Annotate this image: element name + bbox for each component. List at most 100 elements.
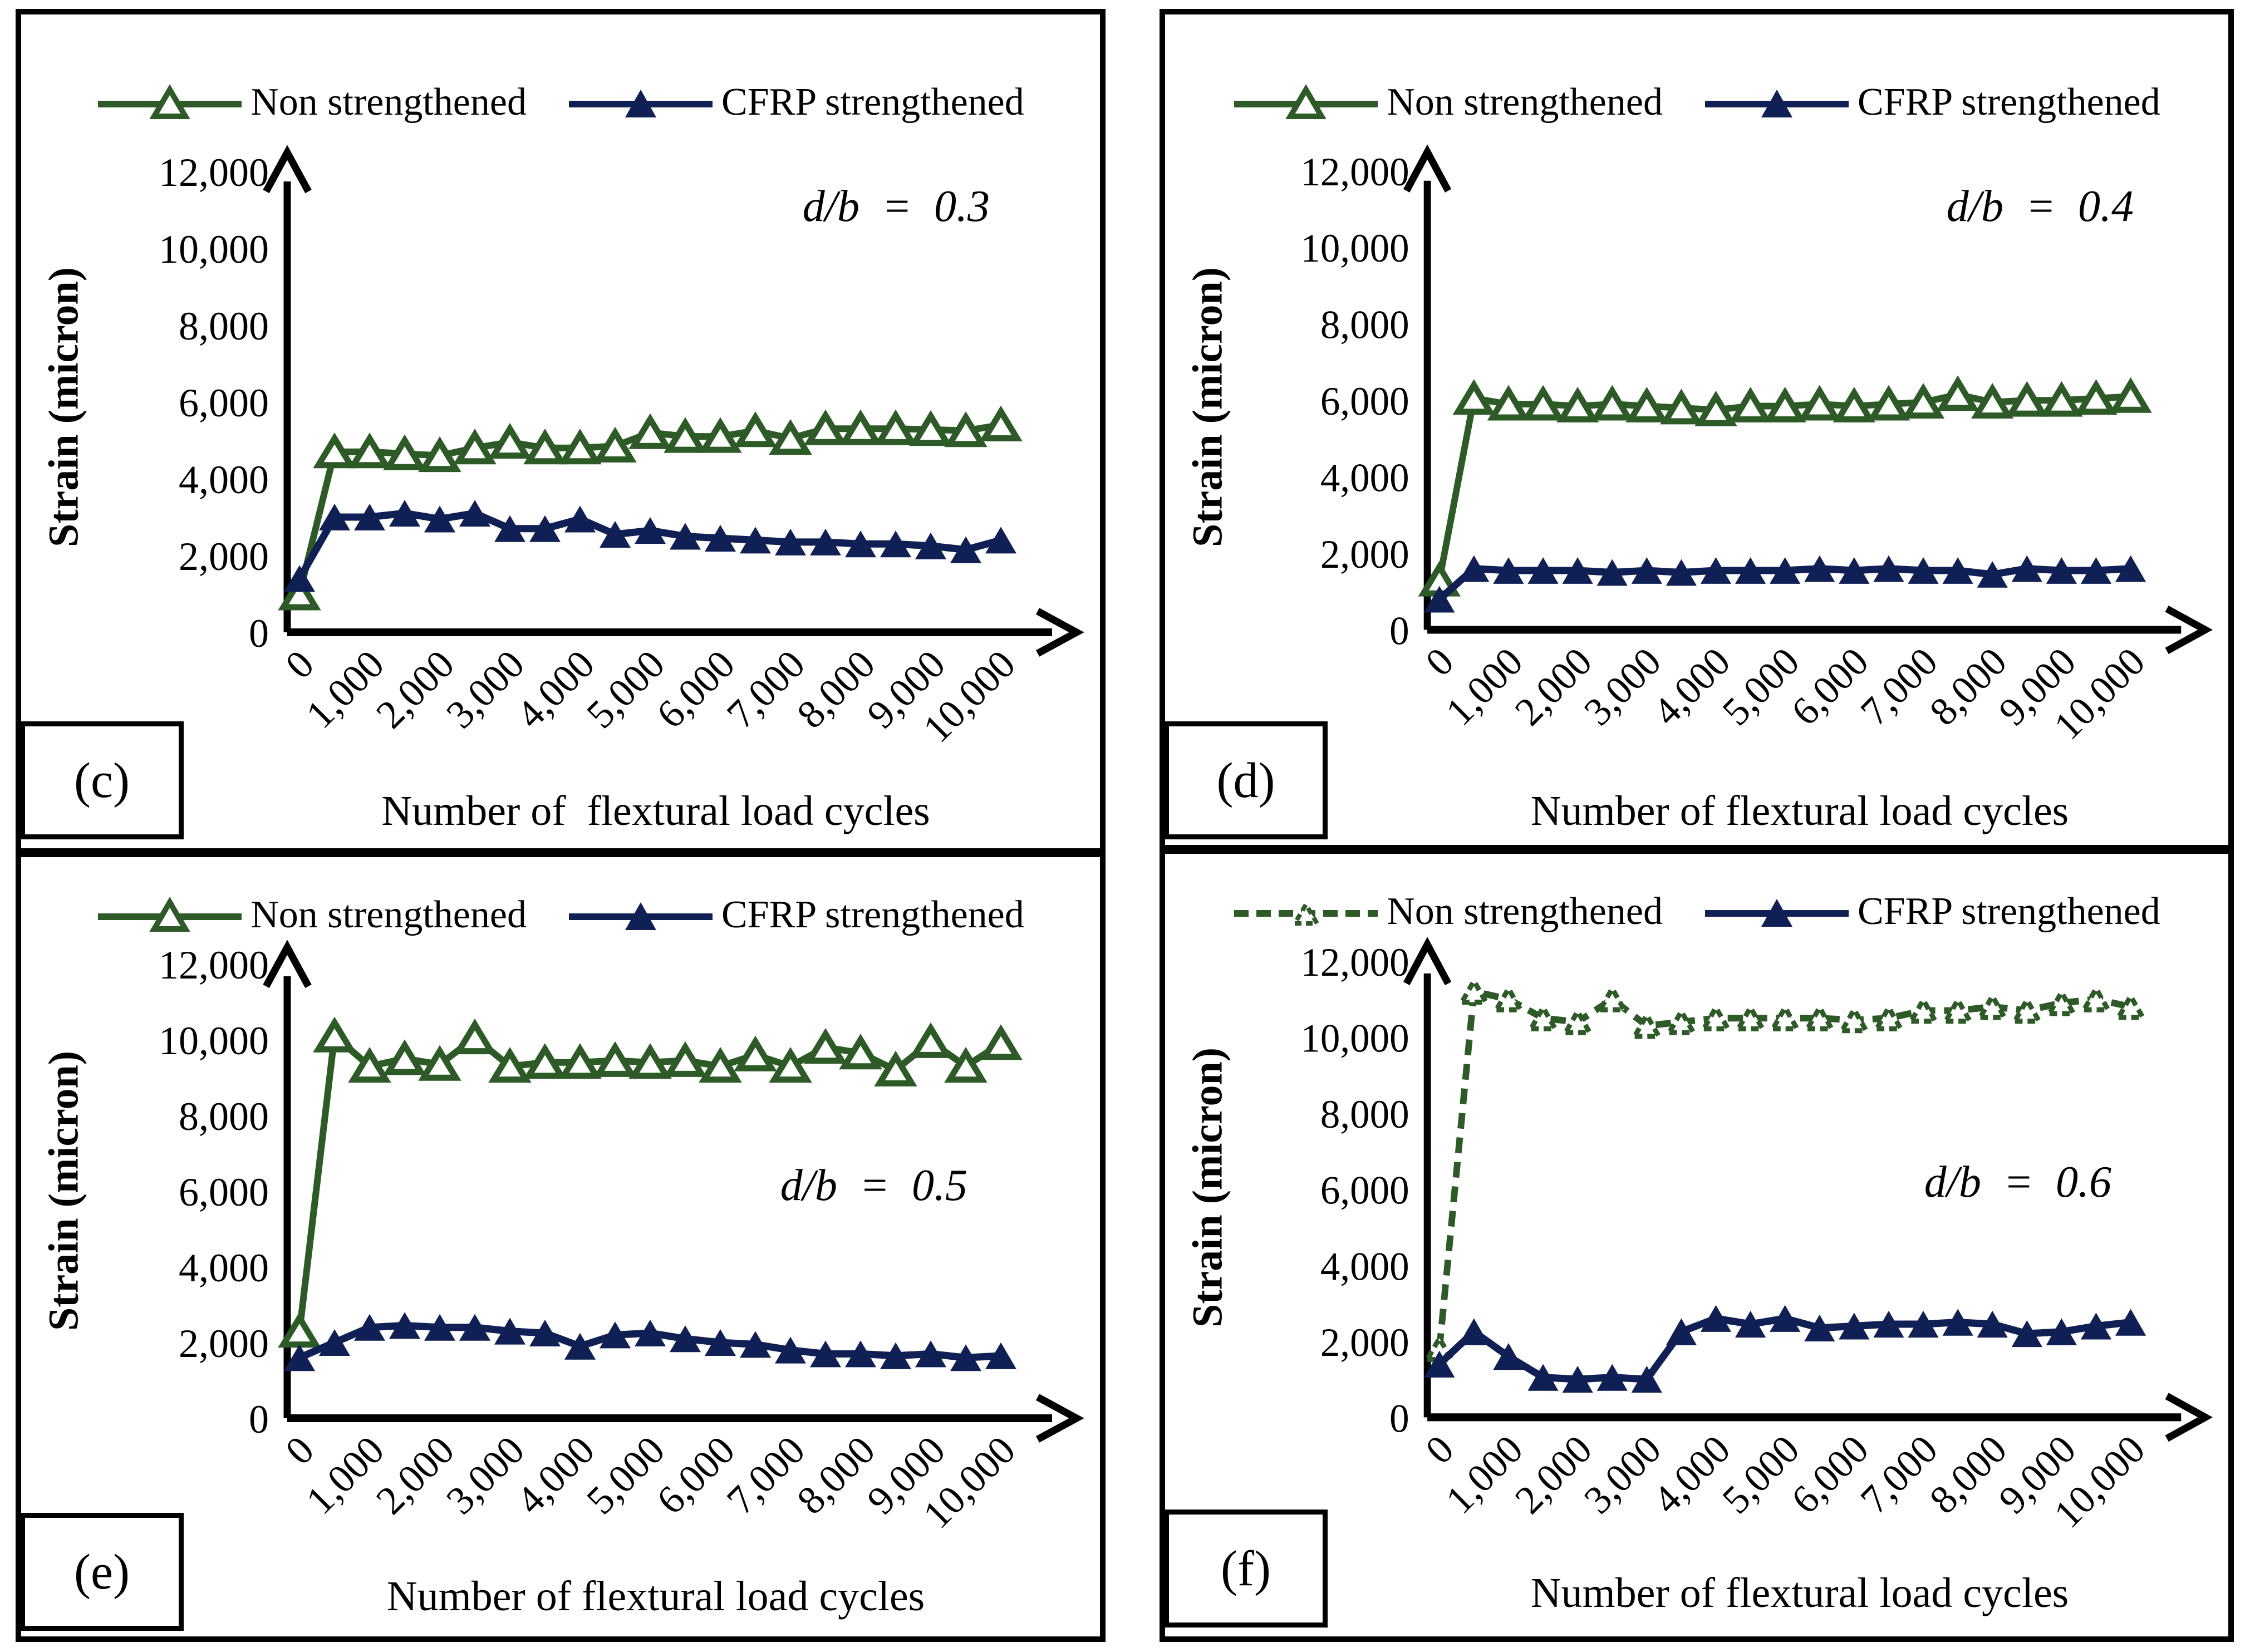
x-tick-label: 5,000: [1714, 640, 1807, 734]
legend-entry-cfrp-strengthened: CFRP strengthened: [1704, 889, 2160, 934]
data-point-marker: [319, 504, 350, 530]
data-point-marker: [769, 1046, 812, 1083]
data-point-marker: [1492, 984, 1525, 1012]
x-tick-label: 2,000: [367, 642, 463, 737]
data-point-marker: [383, 434, 426, 470]
legend-entry-non-strengthened: Non strengthened: [97, 893, 527, 937]
data-point-marker: [880, 1342, 911, 1369]
x-axis-arrowhead: [1035, 608, 1084, 657]
data-point-marker: [1936, 375, 1979, 411]
x-tick-label: 7,000: [718, 1428, 813, 1523]
x-tick-label: 4,000: [1645, 640, 1738, 734]
data-point-marker: [915, 532, 946, 559]
x-tick-label: 4,000: [508, 1428, 603, 1523]
x-tick-label: 5,000: [578, 1428, 673, 1523]
data-point-marker: [1902, 383, 1945, 419]
x-tick-label: 3,000: [1576, 1427, 1669, 1522]
legend-triangle: [1291, 900, 1322, 926]
chart-canvas-d: 12,00010,0008,0006,0004,0002,000001,0002…: [1300, 144, 2213, 748]
data-point-marker: [705, 524, 736, 552]
legend-label: CFRP strengthened: [1857, 81, 2160, 124]
data-point-marker: [1769, 1002, 1802, 1031]
legend-entry-non-strengthened: Non strengthened: [97, 80, 527, 125]
y-tick-label: 10,000: [1300, 1016, 1409, 1061]
data-point-marker: [1770, 557, 1801, 584]
x-axis-arrowhead: [2165, 606, 2213, 655]
y-tick-label: 6,000: [179, 381, 269, 425]
data-point-marker: [558, 1043, 602, 1079]
y-tick-label: 0: [1389, 1397, 1409, 1441]
data-point-marker: [600, 521, 631, 548]
data-point-marker: [1977, 561, 2008, 588]
data-point-marker: [284, 1344, 315, 1371]
data-point-marker: [944, 411, 988, 448]
data-point-marker: [424, 1314, 455, 1341]
x-tick-label: 8,000: [1922, 1427, 2015, 1522]
data-point-marker: [523, 1043, 567, 1079]
data-point-marker: [1666, 1318, 1697, 1345]
data-point-marker: [1487, 385, 1530, 421]
data-point-marker: [1873, 555, 1904, 582]
panel-e: 12,000 10,000 8,000 6,000 4,000 2,000 0 0 1,000 2…: [16, 852, 1106, 1642]
data-point-marker: [635, 517, 666, 544]
y-axis-arrowhead: [1403, 144, 1452, 193]
x-tick-label: 2,000: [367, 1428, 463, 1523]
legend-label: CFRP strengthened: [1857, 890, 2160, 933]
data-point-marker: [564, 1333, 596, 1360]
panel-letter: (e): [74, 1544, 130, 1600]
data-point-marker: [874, 409, 917, 445]
y-tick-label: 10,000: [159, 1019, 269, 1063]
data-point-marker: [1457, 976, 1491, 1005]
y-tick-label: 12,000: [159, 943, 269, 987]
data-point-marker: [1595, 984, 1629, 1012]
x-tick-label: 0: [1417, 1427, 1462, 1473]
data-point-marker: [670, 523, 701, 550]
data-point-marker: [2011, 1320, 2042, 1348]
panel-letter: (d): [1216, 753, 1275, 808]
legend: Non strengthened CFRP strengthened: [1165, 80, 2228, 125]
data-point-marker: [909, 1022, 952, 1058]
panel-letter: (c): [74, 753, 130, 808]
data-point-marker: [558, 429, 602, 465]
x-tick-label: 5,000: [1714, 1427, 1807, 1522]
data-point-marker: [1527, 1364, 1559, 1391]
data-point-marker: [354, 1314, 385, 1341]
y-tick-label: 8,000: [179, 304, 269, 348]
data-point-marker: [1839, 1312, 1870, 1340]
legend-label: Non strengthened: [250, 81, 527, 124]
panel-letter: (f): [1221, 1541, 1271, 1596]
legend-entry-cfrp-strengthened: CFRP strengthened: [1704, 80, 2160, 125]
data-point-marker: [1452, 379, 1496, 415]
db-ratio-annotation: d/b = 0.6: [1924, 1158, 2111, 1207]
data-point-marker: [1908, 557, 1939, 584]
data-point-marker: [1665, 1006, 1698, 1035]
legend-label: Non strengthened: [1387, 890, 1663, 933]
data-point-marker: [810, 528, 841, 555]
y-tick-label: 0: [249, 1397, 269, 1442]
data-point-marker: [1666, 559, 1697, 586]
data-point-marker: [1596, 1364, 1628, 1391]
data-point-marker: [909, 410, 952, 446]
y-tick-label: 8,000: [1320, 1093, 1409, 1137]
data-point-marker: [810, 1340, 841, 1368]
y-tick-label: 6,000: [1320, 380, 1409, 424]
data-point-marker: [1735, 557, 1766, 584]
data-point-marker: [1526, 1002, 1560, 1031]
db-ratio-annotation: d/b = 0.5: [780, 1161, 967, 1210]
data-point-marker: [1804, 1314, 1835, 1341]
data-point-marker: [564, 505, 596, 533]
data-point-marker: [1839, 557, 1870, 584]
data-point-marker: [1631, 557, 1662, 584]
y-axis-arrowhead: [263, 145, 312, 194]
x-axis-title: Number of flextural load cycles: [1530, 1570, 2069, 1616]
data-point-marker: [915, 1340, 946, 1368]
data-point-marker: [459, 500, 490, 527]
data-point-marker: [1770, 1305, 1801, 1332]
x-tick-label: 6,000: [1783, 1427, 1876, 1522]
data-point-marker: [523, 429, 567, 465]
data-point-marker: [1521, 385, 1565, 421]
data-point-marker: [944, 1046, 988, 1083]
data-point-marker: [2080, 1312, 2112, 1340]
data-point-marker: [734, 411, 777, 448]
